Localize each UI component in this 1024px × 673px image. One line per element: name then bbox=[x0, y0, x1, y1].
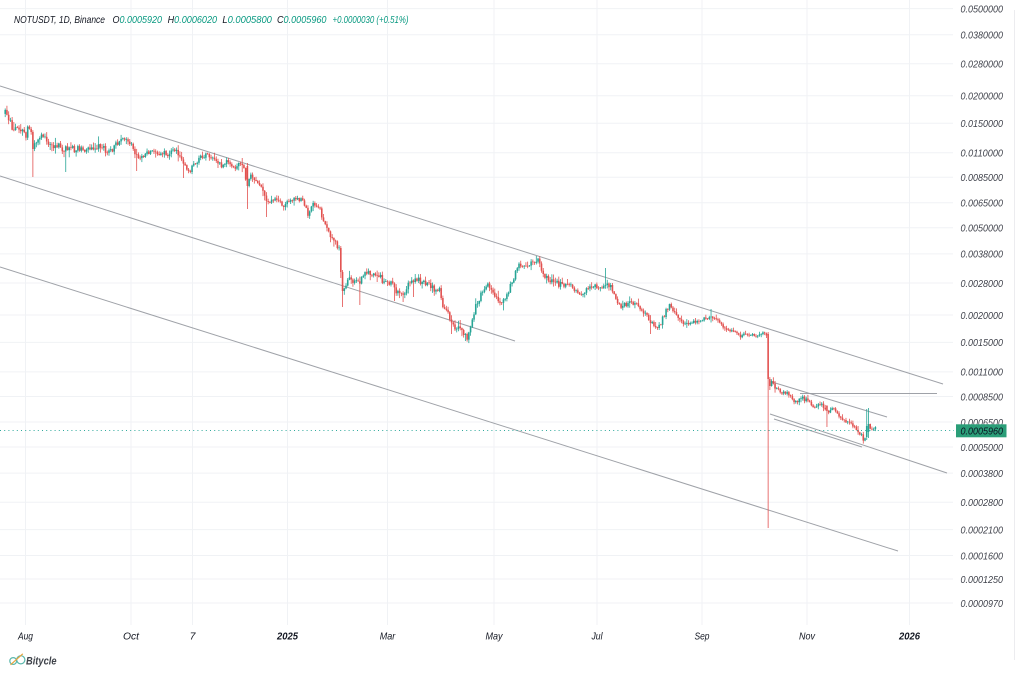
svg-text:0.0500000: 0.0500000 bbox=[961, 3, 1004, 15]
svg-text:0.0110000: 0.0110000 bbox=[961, 148, 1004, 160]
svg-text:0.0280000: 0.0280000 bbox=[961, 59, 1004, 71]
svg-text:0.0020000: 0.0020000 bbox=[961, 310, 1004, 322]
svg-text:May: May bbox=[486, 631, 504, 643]
svg-text:0.0005000: 0.0005000 bbox=[961, 442, 1004, 454]
svg-text:2025: 2025 bbox=[276, 631, 298, 643]
svg-text:0.0011000: 0.0011000 bbox=[961, 367, 1004, 379]
svg-text:0.0200000: 0.0200000 bbox=[961, 91, 1004, 103]
svg-text:7: 7 bbox=[190, 631, 197, 643]
svg-text:0.0002100: 0.0002100 bbox=[961, 524, 1004, 536]
svg-text:0.0028000: 0.0028000 bbox=[961, 278, 1004, 290]
svg-text:Bitycle: Bitycle bbox=[26, 656, 57, 668]
svg-text:0.0000970: 0.0000970 bbox=[961, 598, 1004, 610]
svg-text:0.0065000: 0.0065000 bbox=[961, 198, 1004, 210]
svg-text:0.0001250: 0.0001250 bbox=[961, 574, 1004, 586]
svg-text:Aug: Aug bbox=[17, 631, 33, 643]
svg-text:0.0380000: 0.0380000 bbox=[961, 30, 1004, 42]
svg-text:Mar: Mar bbox=[380, 631, 396, 643]
svg-text:0.0050000: 0.0050000 bbox=[961, 223, 1004, 235]
svg-text:0.0002800: 0.0002800 bbox=[961, 497, 1004, 509]
svg-text:0.0005960: 0.0005960 bbox=[961, 426, 1004, 438]
svg-text:O0.0005920: O0.0005920 bbox=[113, 15, 163, 26]
svg-text:0.0038000: 0.0038000 bbox=[961, 249, 1004, 261]
svg-text:NOTUSDT, 1D, Binance: NOTUSDT, 1D, Binance bbox=[14, 14, 105, 26]
svg-text:H0.0006020: H0.0006020 bbox=[168, 15, 218, 26]
svg-text:0.0001600: 0.0001600 bbox=[961, 550, 1004, 562]
svg-text:C0.0005960: C0.0005960 bbox=[277, 15, 327, 26]
svg-text:Sep: Sep bbox=[695, 631, 710, 643]
svg-text:0.0003800: 0.0003800 bbox=[961, 468, 1004, 480]
svg-text:Oct: Oct bbox=[123, 631, 140, 643]
svg-text:L0.0005800: L0.0005800 bbox=[222, 15, 272, 26]
svg-text:Nov: Nov bbox=[799, 631, 816, 643]
svg-text:0.0008500: 0.0008500 bbox=[961, 391, 1004, 403]
svg-text:0.0015000: 0.0015000 bbox=[961, 337, 1004, 349]
svg-text:+0.0000030 (+0.51%): +0.0000030 (+0.51%) bbox=[333, 15, 409, 26]
svg-text:0.0085000: 0.0085000 bbox=[961, 172, 1004, 184]
svg-text:Jul: Jul bbox=[591, 631, 603, 643]
svg-text:2026: 2026 bbox=[898, 631, 920, 643]
svg-text:0.0150000: 0.0150000 bbox=[961, 118, 1004, 130]
